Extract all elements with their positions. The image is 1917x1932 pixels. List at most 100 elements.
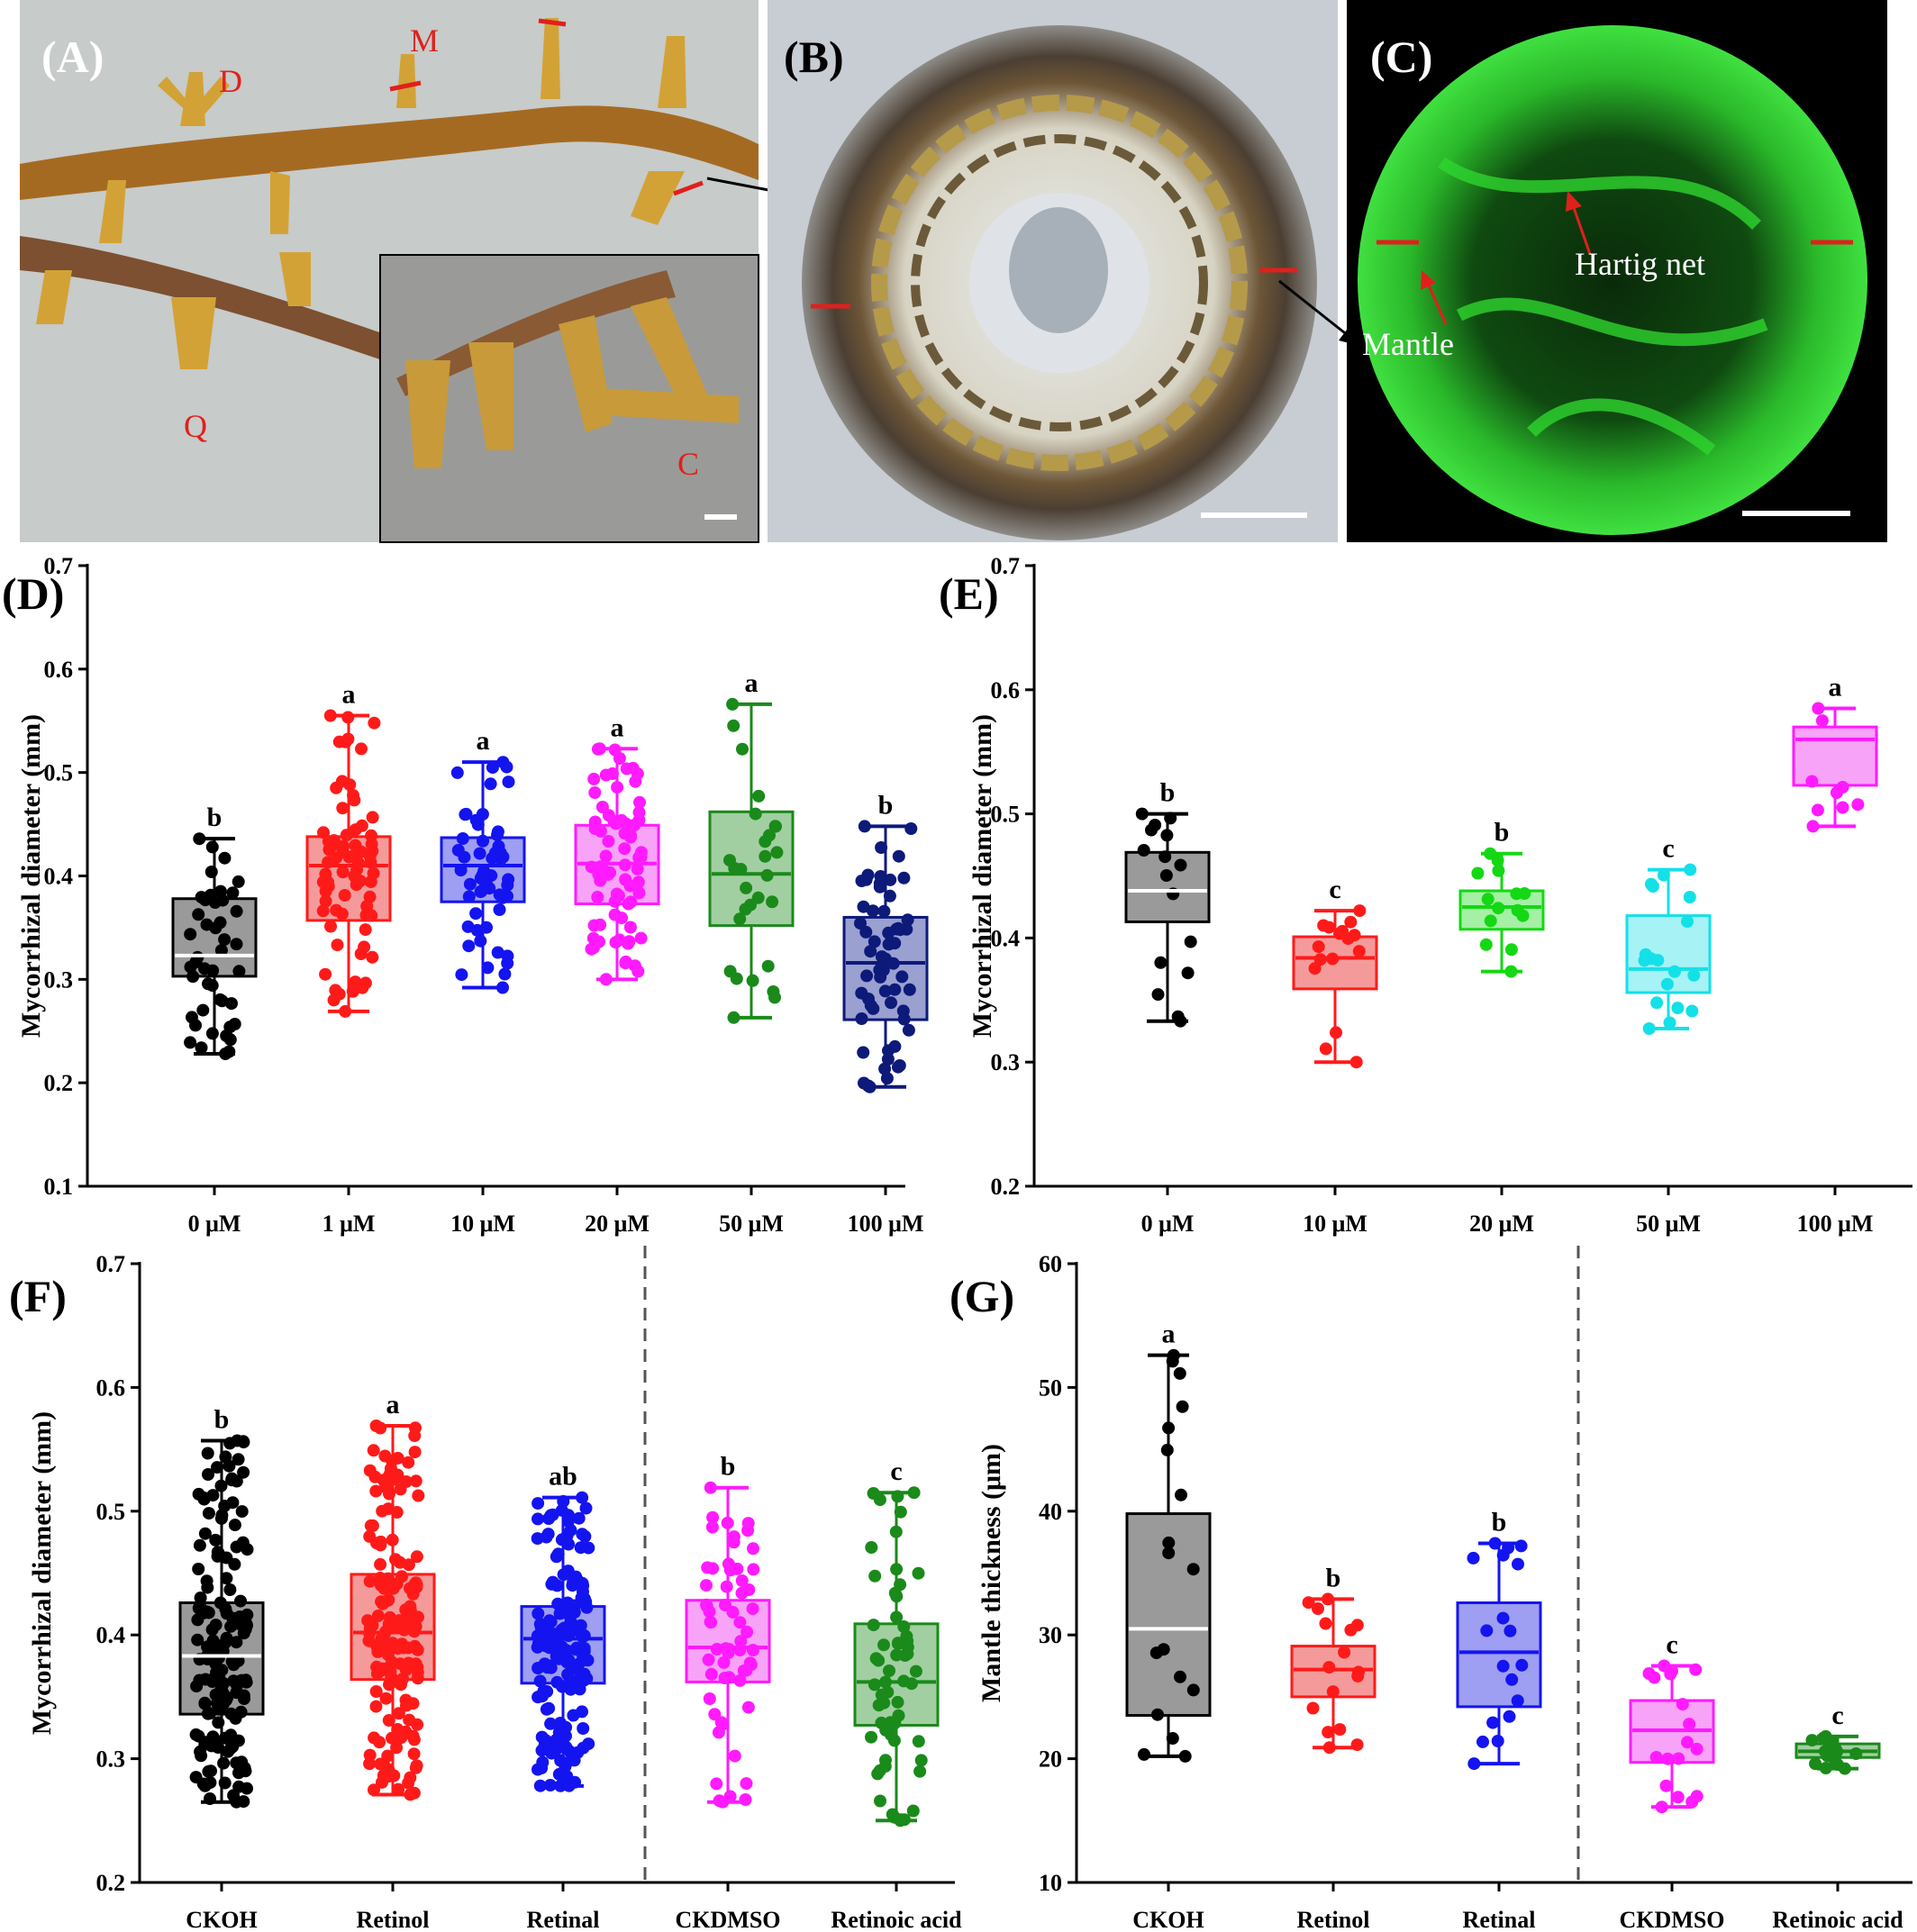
significance-letter: c bbox=[1662, 834, 1674, 864]
data-point bbox=[855, 875, 868, 887]
data-point bbox=[407, 1733, 421, 1746]
photo-a bbox=[20, 0, 815, 543]
data-point bbox=[618, 842, 631, 856]
data-point bbox=[332, 735, 346, 748]
data-point bbox=[735, 1574, 749, 1587]
data-point bbox=[860, 969, 874, 983]
x-tick-label: 0 μM bbox=[1141, 1211, 1195, 1237]
data-point bbox=[337, 839, 350, 853]
data-point bbox=[1681, 915, 1694, 929]
data-point bbox=[230, 1474, 243, 1488]
significance-letter: b bbox=[1495, 818, 1510, 848]
data-point bbox=[728, 1749, 741, 1763]
y-axis-label: Mantle thickness (μm) bbox=[977, 1444, 1006, 1702]
y-tick-label: 0.3 bbox=[96, 1746, 126, 1773]
data-point bbox=[212, 1716, 225, 1729]
data-point bbox=[708, 1708, 722, 1721]
y-tick-label: 0.6 bbox=[96, 1374, 126, 1401]
data-point bbox=[1479, 938, 1493, 951]
x-tick-label: CKDMSO bbox=[676, 1907, 781, 1932]
x-tick-label: Retinal bbox=[527, 1907, 600, 1932]
box-group: Retinal b bbox=[1456, 1508, 1542, 1932]
data-point bbox=[469, 907, 483, 921]
panel-label-g: (G) bbox=[949, 1271, 1014, 1321]
data-point bbox=[759, 835, 772, 848]
data-point bbox=[710, 1777, 723, 1791]
data-point bbox=[230, 1636, 243, 1649]
data-point bbox=[752, 789, 766, 803]
box-group: CKDMSO c bbox=[1620, 1630, 1725, 1932]
panel-label-b: (B) bbox=[784, 32, 844, 82]
data-point bbox=[895, 970, 909, 984]
data-point bbox=[1659, 1779, 1673, 1792]
chart-panel-d: (D) 0.1 0.2 0.3 0.4 0.5 0.6 0.7 Mycorrhizal dia… bbox=[2, 553, 929, 1237]
data-point bbox=[628, 959, 641, 973]
data-point bbox=[890, 1610, 904, 1624]
data-point bbox=[1176, 1400, 1189, 1413]
data-point bbox=[201, 1707, 214, 1720]
data-point bbox=[1671, 1791, 1685, 1804]
data-point bbox=[557, 1568, 570, 1582]
data-point bbox=[1651, 954, 1665, 967]
data-point bbox=[204, 866, 218, 878]
data-point bbox=[599, 973, 613, 986]
data-point bbox=[378, 1481, 392, 1494]
data-point bbox=[1504, 943, 1518, 957]
x-tick-label: 1 μM bbox=[323, 1211, 376, 1237]
data-point bbox=[1503, 1710, 1516, 1723]
data-point bbox=[202, 1642, 215, 1655]
data-point bbox=[620, 817, 632, 830]
data-point bbox=[214, 916, 227, 930]
significance-letter: a bbox=[611, 712, 624, 742]
box-group: Retinol a bbox=[350, 1390, 436, 1932]
data-point bbox=[632, 886, 646, 900]
data-point bbox=[1178, 1749, 1192, 1763]
data-point bbox=[339, 1004, 352, 1018]
data-point bbox=[240, 1617, 253, 1630]
data-point bbox=[703, 1692, 716, 1705]
data-point bbox=[192, 908, 205, 921]
data-point bbox=[218, 933, 232, 947]
data-point bbox=[214, 944, 228, 957]
data-point bbox=[1137, 844, 1150, 857]
point-series bbox=[361, 1420, 425, 1801]
point-series bbox=[1302, 1592, 1365, 1755]
data-point bbox=[903, 983, 916, 996]
data-point bbox=[710, 1643, 723, 1655]
data-point bbox=[410, 1759, 423, 1773]
data-point bbox=[409, 1474, 422, 1488]
chart-panel-g: (G) 10 20 30 40 50 60 Mantle thickness (μm) CKO… bbox=[949, 1246, 1912, 1932]
data-point bbox=[191, 1613, 204, 1627]
data-point bbox=[705, 1520, 719, 1534]
data-point bbox=[1322, 1592, 1334, 1606]
photo-b bbox=[768, 0, 1360, 542]
data-point bbox=[1138, 1747, 1150, 1761]
data-point bbox=[1467, 1551, 1480, 1565]
data-point bbox=[1828, 1753, 1841, 1766]
data-point bbox=[407, 1747, 421, 1761]
data-point bbox=[366, 811, 379, 824]
data-point bbox=[477, 834, 489, 848]
data-point bbox=[700, 1600, 713, 1613]
data-point bbox=[1648, 1671, 1661, 1684]
data-point bbox=[868, 1569, 882, 1583]
data-point bbox=[484, 777, 497, 791]
data-point bbox=[1186, 1683, 1200, 1697]
data-point bbox=[865, 1541, 878, 1554]
data-point bbox=[550, 1550, 563, 1564]
data-point bbox=[373, 1664, 386, 1677]
data-point bbox=[215, 1642, 228, 1655]
data-point bbox=[884, 936, 897, 949]
annotation-d: D bbox=[219, 63, 242, 99]
data-point bbox=[1809, 1757, 1822, 1771]
data-point bbox=[209, 1619, 223, 1632]
data-point bbox=[214, 1479, 228, 1492]
data-point bbox=[610, 887, 623, 901]
box-group: CKOH b bbox=[178, 1404, 265, 1932]
data-point bbox=[202, 1606, 215, 1619]
data-point bbox=[740, 1625, 754, 1638]
data-point bbox=[599, 849, 613, 863]
y-tick-label: 0.5 bbox=[44, 760, 74, 786]
data-point bbox=[594, 918, 607, 931]
data-point bbox=[740, 881, 753, 894]
